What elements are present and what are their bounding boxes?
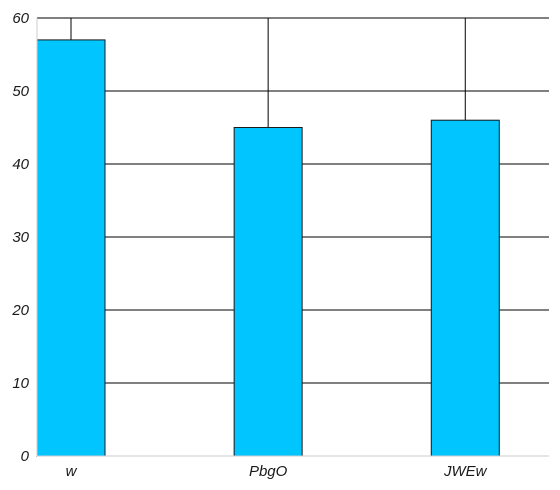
- y-tick-label-0: 0: [21, 448, 30, 465]
- y-tick-label-10: 10: [12, 375, 29, 392]
- axes: [36, 18, 549, 457]
- x-axis-tick-labels: w PbgO JWEw: [66, 463, 488, 480]
- category-guide-lines: [70, 18, 466, 128]
- bar-JWEw: [430, 119, 500, 457]
- x-tick-label-JWEw: JWEw: [443, 463, 488, 480]
- bar-PbgO: [233, 127, 303, 457]
- y-axis-tick-labels: 0 10 20 30 40 50 60: [11, 10, 29, 465]
- y-tick-label-40: 40: [12, 156, 29, 173]
- x-tick-label-PbgO: PbgO: [249, 463, 288, 480]
- y-tick-label-50: 50: [12, 83, 29, 100]
- bar-w: [36, 39, 106, 457]
- x-tick-label-w: w: [66, 463, 78, 480]
- y-tick-label-60: 60: [12, 10, 29, 27]
- y-tick-label-30: 30: [12, 229, 29, 246]
- y-tick-label-20: 20: [11, 302, 29, 319]
- bars: [36, 39, 500, 457]
